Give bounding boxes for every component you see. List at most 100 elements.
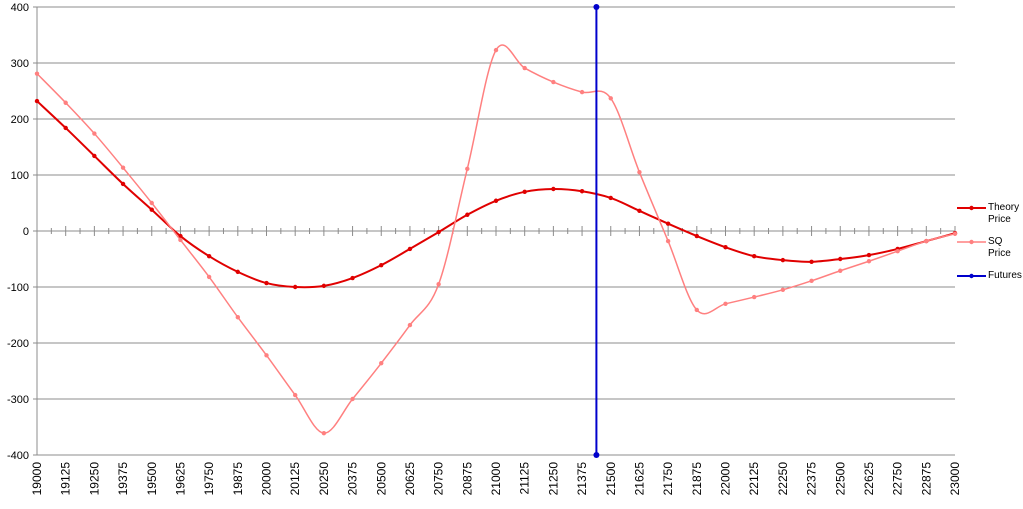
data-point — [350, 396, 355, 402]
legend-label: Futures — [988, 270, 1022, 281]
x-tick-label: 20875 — [460, 462, 474, 496]
data-point — [579, 89, 585, 95]
data-point — [551, 79, 556, 85]
x-tick-label: 21875 — [690, 462, 704, 496]
x-tick-label: 19125 — [59, 462, 73, 496]
data-point — [809, 259, 814, 264]
x-tick-label: 22875 — [919, 462, 933, 496]
data-point — [264, 353, 269, 358]
data-point — [63, 125, 68, 131]
x-tick-label: 22375 — [805, 462, 819, 496]
x-tick-label: 21625 — [632, 462, 646, 496]
y-tick-label: 200 — [11, 114, 29, 126]
data-point — [522, 189, 527, 194]
x-tick-label: 22625 — [862, 462, 876, 496]
legend-marker — [969, 273, 974, 279]
series-line — [36, 44, 956, 434]
x-tick-label: 19375 — [116, 462, 130, 496]
x-tick-label: 21500 — [604, 462, 618, 496]
data-point — [292, 392, 298, 398]
data-point — [379, 262, 384, 268]
data-point — [780, 257, 786, 263]
x-tick-label: 22750 — [891, 462, 905, 496]
series-line — [36, 100, 956, 289]
data-point — [838, 256, 843, 262]
x-tick-label: 21250 — [546, 462, 560, 496]
y-tick-label: -300 — [7, 394, 29, 406]
data-point — [751, 294, 757, 300]
data-point — [465, 166, 470, 172]
x-tick-label: 20125 — [288, 462, 302, 496]
data-point — [694, 233, 700, 239]
data-point — [952, 231, 958, 236]
data-point — [608, 96, 613, 101]
data-point — [206, 254, 212, 259]
data-point — [723, 245, 728, 250]
data-point — [178, 237, 183, 243]
data-point — [924, 238, 929, 244]
data-point — [551, 186, 556, 192]
data-point — [838, 268, 843, 273]
legend-label: Theory Price — [988, 202, 1020, 225]
data-point — [206, 274, 212, 280]
data-point — [665, 238, 671, 244]
data-point — [407, 246, 413, 252]
data-point — [593, 4, 600, 10]
y-tick-label: 300 — [11, 58, 29, 70]
data-point — [637, 208, 642, 214]
data-point — [465, 212, 470, 217]
x-tick-label: 19875 — [231, 462, 245, 496]
data-point — [665, 221, 671, 226]
x-tick-label: 21375 — [575, 462, 589, 496]
x-tick-label: 19250 — [87, 462, 101, 496]
y-tick-label: 100 — [11, 170, 29, 182]
x-tick-label: 19750 — [202, 462, 216, 496]
x-tick-label: 20625 — [403, 462, 417, 496]
x-tick-label: 23000 — [948, 462, 962, 496]
x-tick-label: 22500 — [833, 462, 847, 496]
data-point — [321, 430, 327, 436]
data-point — [637, 170, 642, 175]
data-point — [120, 165, 126, 170]
data-point — [149, 207, 154, 212]
legend-marker — [969, 205, 974, 211]
data-point — [34, 98, 40, 104]
data-point — [436, 282, 441, 287]
data-point — [436, 229, 441, 235]
data-point — [723, 301, 728, 306]
data-point — [264, 280, 269, 286]
data-point — [149, 200, 154, 206]
data-point — [407, 322, 413, 328]
x-tick-label: 20250 — [317, 462, 331, 496]
data-point — [34, 71, 40, 76]
data-point — [92, 131, 97, 136]
y-tick-label: -100 — [7, 282, 29, 294]
data-point — [593, 452, 600, 458]
data-point — [292, 284, 298, 290]
x-tick-label: 22250 — [776, 462, 790, 496]
x-tick-label: 19500 — [145, 462, 159, 496]
legend-marker — [969, 239, 974, 245]
data-point — [235, 315, 241, 320]
y-tick-label: 400 — [11, 2, 29, 14]
data-point — [608, 195, 613, 201]
x-tick-label: 20500 — [374, 462, 388, 496]
y-tick-label: -400 — [7, 450, 29, 462]
data-point — [809, 278, 814, 284]
data-point — [493, 47, 499, 53]
data-point — [235, 269, 241, 275]
legend-label: SQ Price — [988, 236, 1011, 259]
data-point — [350, 275, 355, 281]
data-point — [63, 100, 68, 105]
x-tick-label: 21000 — [489, 462, 503, 496]
x-tick-label: 20000 — [260, 462, 274, 496]
x-tick-label: 20375 — [346, 462, 360, 496]
data-point — [92, 153, 97, 159]
x-tick-label: 21750 — [661, 462, 675, 496]
data-point — [178, 233, 183, 239]
data-point — [579, 189, 585, 194]
data-point — [493, 198, 499, 203]
data-point — [522, 65, 527, 71]
